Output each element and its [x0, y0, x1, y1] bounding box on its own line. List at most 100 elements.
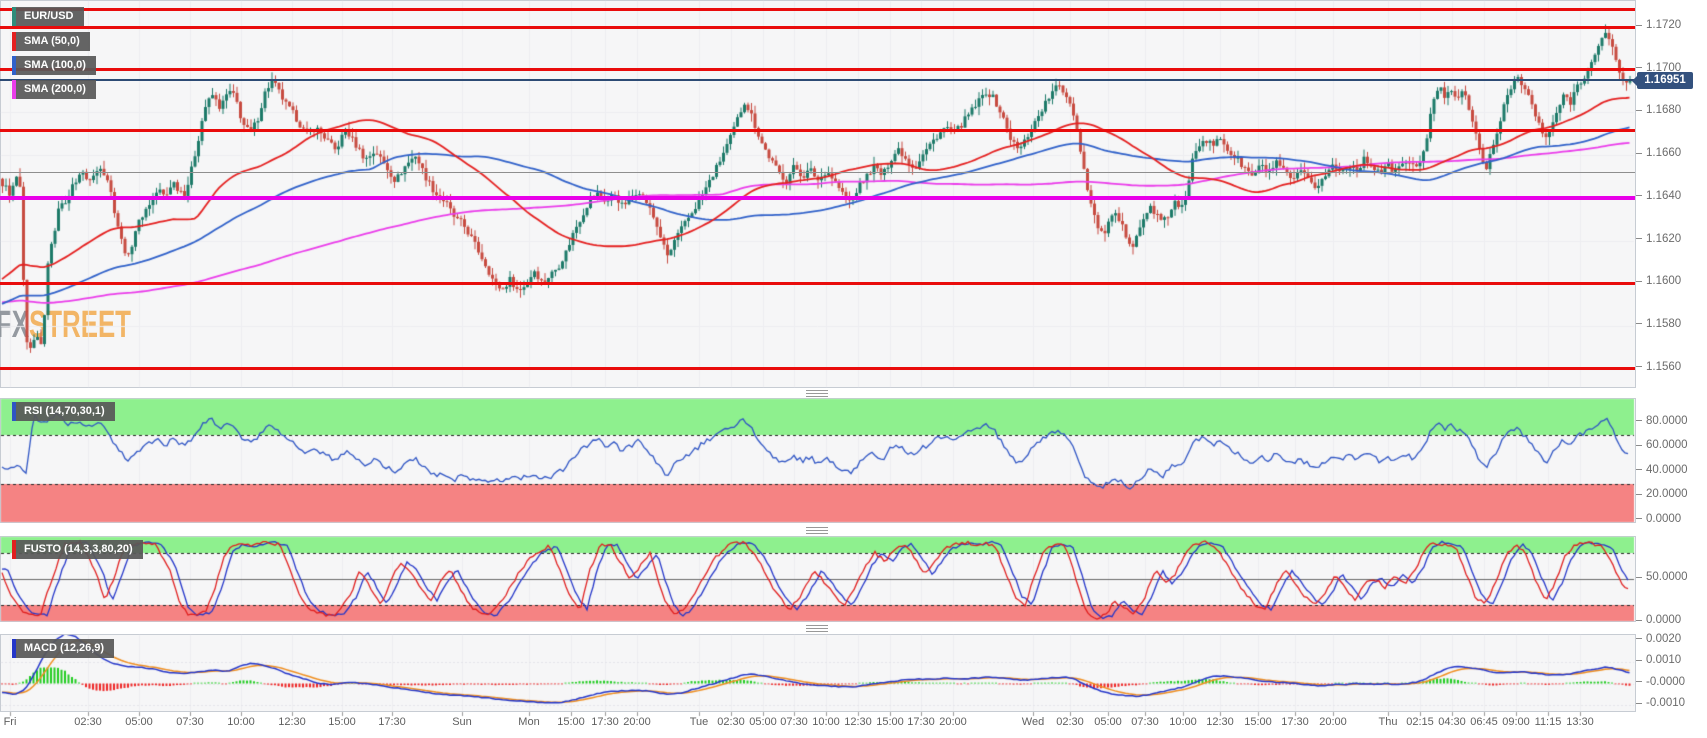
time-axis-label: 15:00 [1244, 716, 1272, 728]
legend-rsi[interactable]: RSI (14,70,30,1) [12, 402, 115, 421]
time-axis-label: 09:00 [1502, 716, 1530, 728]
time-axis-label: 12:30 [278, 716, 306, 728]
price-axis-label: 0.0010 [1636, 654, 1681, 666]
price-axis-label: 1.1620 [1636, 233, 1681, 245]
time-axis-label: 07:30 [780, 716, 808, 728]
axis-tick [1636, 469, 1642, 471]
axis-tick [1636, 323, 1642, 325]
horizontal-level-line[interactable] [0, 281, 1635, 285]
horizontal-level-line[interactable] [0, 367, 1635, 371]
time-axis-label: 02:15 [1406, 716, 1434, 728]
time-axis-label: Mon [518, 716, 540, 728]
axis-tick [1636, 518, 1642, 520]
price-axis-label: 40.0000 [1636, 464, 1688, 476]
time-axis-label: Thu [1378, 716, 1398, 728]
price-axis-label: 0.0000 [1636, 513, 1681, 525]
time-axis-label: 02:30 [1056, 716, 1084, 728]
price-axis-label: 1.1700 [1636, 62, 1681, 74]
time-axis-label: Wed [1021, 716, 1045, 728]
sma50-accent-bar [12, 32, 16, 51]
price-axis-label: 1.1580 [1636, 318, 1681, 330]
time-axis-label: 17:30 [378, 716, 406, 728]
axis-tick [1636, 420, 1642, 422]
time-axis-label: 07:30 [1131, 716, 1159, 728]
axis-tick [1636, 576, 1642, 578]
price-axis-label: -0.0010 [1636, 697, 1685, 709]
time-axis-label: 05:00 [125, 716, 153, 728]
panel-splitter-grip[interactable] [806, 390, 828, 397]
legend-instrument[interactable]: EUR/USD [12, 7, 84, 26]
horizontal-level-line[interactable] [0, 8, 1635, 12]
macd-accent-bar [12, 639, 16, 658]
time-axis-label: 10:00 [1169, 716, 1197, 728]
axis-tick [1636, 109, 1642, 111]
rsi-accent-bar [12, 402, 16, 421]
axis-tick [1636, 638, 1642, 639]
time-axis-label: Sun [452, 716, 472, 728]
time-axis-label: 06:45 [1470, 716, 1498, 728]
axis-tick [1636, 280, 1642, 282]
axis-tick [1636, 24, 1642, 26]
price-axis-label: 1.1660 [1636, 147, 1681, 159]
axis-tick [1636, 238, 1642, 239]
price-axis-label: 1.1640 [1636, 190, 1681, 202]
legend-sma200[interactable]: SMA (200,0) [12, 80, 96, 99]
panel-splitter-grip[interactable] [806, 527, 828, 534]
time-axis-label: 05:00 [1094, 716, 1122, 728]
sma50-label: SMA (50,0) [24, 35, 80, 47]
price-axis-label: 1.1600 [1636, 275, 1681, 287]
time-axis-label: 20:00 [623, 716, 651, 728]
sma200-label: SMA (200,0) [24, 83, 86, 95]
time-axis-label: Tue [689, 716, 709, 728]
axis-tick [1636, 444, 1642, 446]
legend-macd[interactable]: MACD (12,26,9) [12, 639, 115, 658]
legend-sma50[interactable]: SMA (50,0) [12, 32, 90, 51]
time-axis-label: 15:00 [328, 716, 356, 728]
time-axis-label: Fri [3, 716, 17, 728]
time-axis-label: 17:30 [591, 716, 619, 728]
time-axis-label: 20:00 [1319, 716, 1347, 728]
gray-level-line[interactable] [0, 171, 1635, 173]
legend-fusto[interactable]: FUSTO (14,3,3,80,20) [12, 540, 143, 559]
horizontal-level-line[interactable] [0, 129, 1635, 133]
time-axis-label: 13:30 [1566, 716, 1594, 728]
time-axis-label: 05:00 [749, 716, 777, 728]
fusto-accent-bar [12, 540, 16, 559]
macd-label: MACD (12,26,9) [24, 642, 105, 654]
price-axis-label: 60.0000 [1636, 439, 1688, 451]
horizontal-level-line[interactable] [0, 68, 1635, 72]
axis-tick [1636, 681, 1642, 682]
price-axis-label: 0.0020 [1636, 633, 1681, 645]
axis-tick [1636, 659, 1642, 661]
horizontal-level-line[interactable] [0, 25, 1635, 29]
panel-splitter-grip[interactable] [806, 625, 828, 632]
axis-tick [1636, 366, 1642, 368]
time-axis-label: 11:15 [1534, 716, 1562, 728]
time-axis-label: 10:00 [227, 716, 255, 728]
time-axis-label: 10:00 [812, 716, 840, 728]
legend-sma100[interactable]: SMA (100,0) [12, 56, 96, 75]
time-axis-label: 17:30 [1281, 716, 1309, 728]
time-axis-label: 12:30 [844, 716, 872, 728]
time-axis-label: 07:30 [176, 716, 204, 728]
current-price-line[interactable] [0, 79, 1635, 82]
time-axis-label: 04:30 [1438, 716, 1466, 728]
price-axis-label: 20.0000 [1636, 488, 1688, 500]
sma100-accent-bar [12, 56, 16, 75]
axis-tick [1636, 195, 1642, 197]
sma100-label: SMA (100,0) [24, 59, 86, 71]
sma200-accent-bar [12, 80, 16, 99]
magenta-level-line[interactable] [0, 195, 1635, 200]
time-axis-label: 17:30 [907, 716, 935, 728]
current-price-badge: 1.16951 [1632, 72, 1693, 89]
instrument-label: EUR/USD [24, 10, 74, 22]
rsi-label: RSI (14,70,30,1) [24, 405, 105, 417]
time-axis-label: 15:00 [557, 716, 585, 728]
time-axis-label: 02:30 [74, 716, 102, 728]
axis-tick [1636, 152, 1642, 154]
time-axis-label: 02:30 [717, 716, 745, 728]
axis-tick [1636, 702, 1642, 704]
time-axis-label: 12:30 [1206, 716, 1234, 728]
fusto-label: FUSTO (14,3,3,80,20) [24, 543, 133, 555]
axis-tick [1636, 619, 1642, 621]
